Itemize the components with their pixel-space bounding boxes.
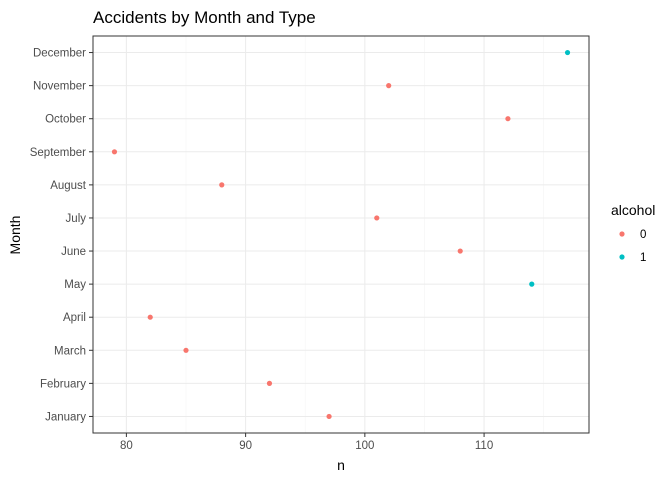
legend-title: alcohol	[611, 202, 655, 218]
data-point	[505, 116, 511, 122]
y-tick-label: December	[33, 48, 86, 60]
y-tick-label: February	[40, 378, 86, 390]
data-point	[529, 281, 535, 287]
data-point	[111, 149, 118, 155]
data-point	[386, 83, 392, 89]
data-point	[564, 49, 571, 56]
x-tick-label: 110	[475, 440, 493, 452]
y-tick-label: August	[50, 180, 87, 192]
x-tick-label: 80	[120, 440, 133, 452]
y-tick-label: September	[30, 147, 86, 159]
grid	[93, 36, 589, 433]
y-tick-label: April	[63, 312, 86, 324]
y-tick-label: July	[66, 213, 87, 225]
axis-ticks: 80 90 100 110 January February March April May Ju…	[30, 48, 494, 452]
data-points	[111, 49, 571, 420]
y-tick-label: October	[45, 114, 86, 126]
x-axis-title: n	[337, 457, 345, 473]
y-tick-label: May	[64, 279, 86, 291]
y-tick-label: March	[54, 345, 86, 357]
y-tick-label: June	[61, 246, 86, 258]
y-axis-title: Month	[7, 216, 23, 255]
legend-key	[619, 231, 625, 237]
data-point	[183, 347, 189, 353]
x-tick-label: 90	[239, 440, 252, 452]
y-tick-label: November	[33, 81, 86, 93]
data-point	[266, 380, 273, 386]
legend: alcohol 0 1	[611, 202, 655, 264]
data-point	[326, 413, 332, 420]
legend-key	[619, 254, 625, 260]
legend-label: 0	[640, 229, 646, 241]
legend-label: 1	[640, 252, 646, 264]
data-point	[219, 182, 225, 188]
chart-title: Accidents by Month and Type	[93, 8, 316, 27]
plot-panel	[92, 35, 590, 434]
data-point	[457, 248, 463, 254]
data-point	[147, 314, 153, 320]
y-tick-label: January	[45, 411, 86, 423]
data-point	[374, 215, 380, 221]
x-tick-label: 100	[355, 440, 374, 452]
